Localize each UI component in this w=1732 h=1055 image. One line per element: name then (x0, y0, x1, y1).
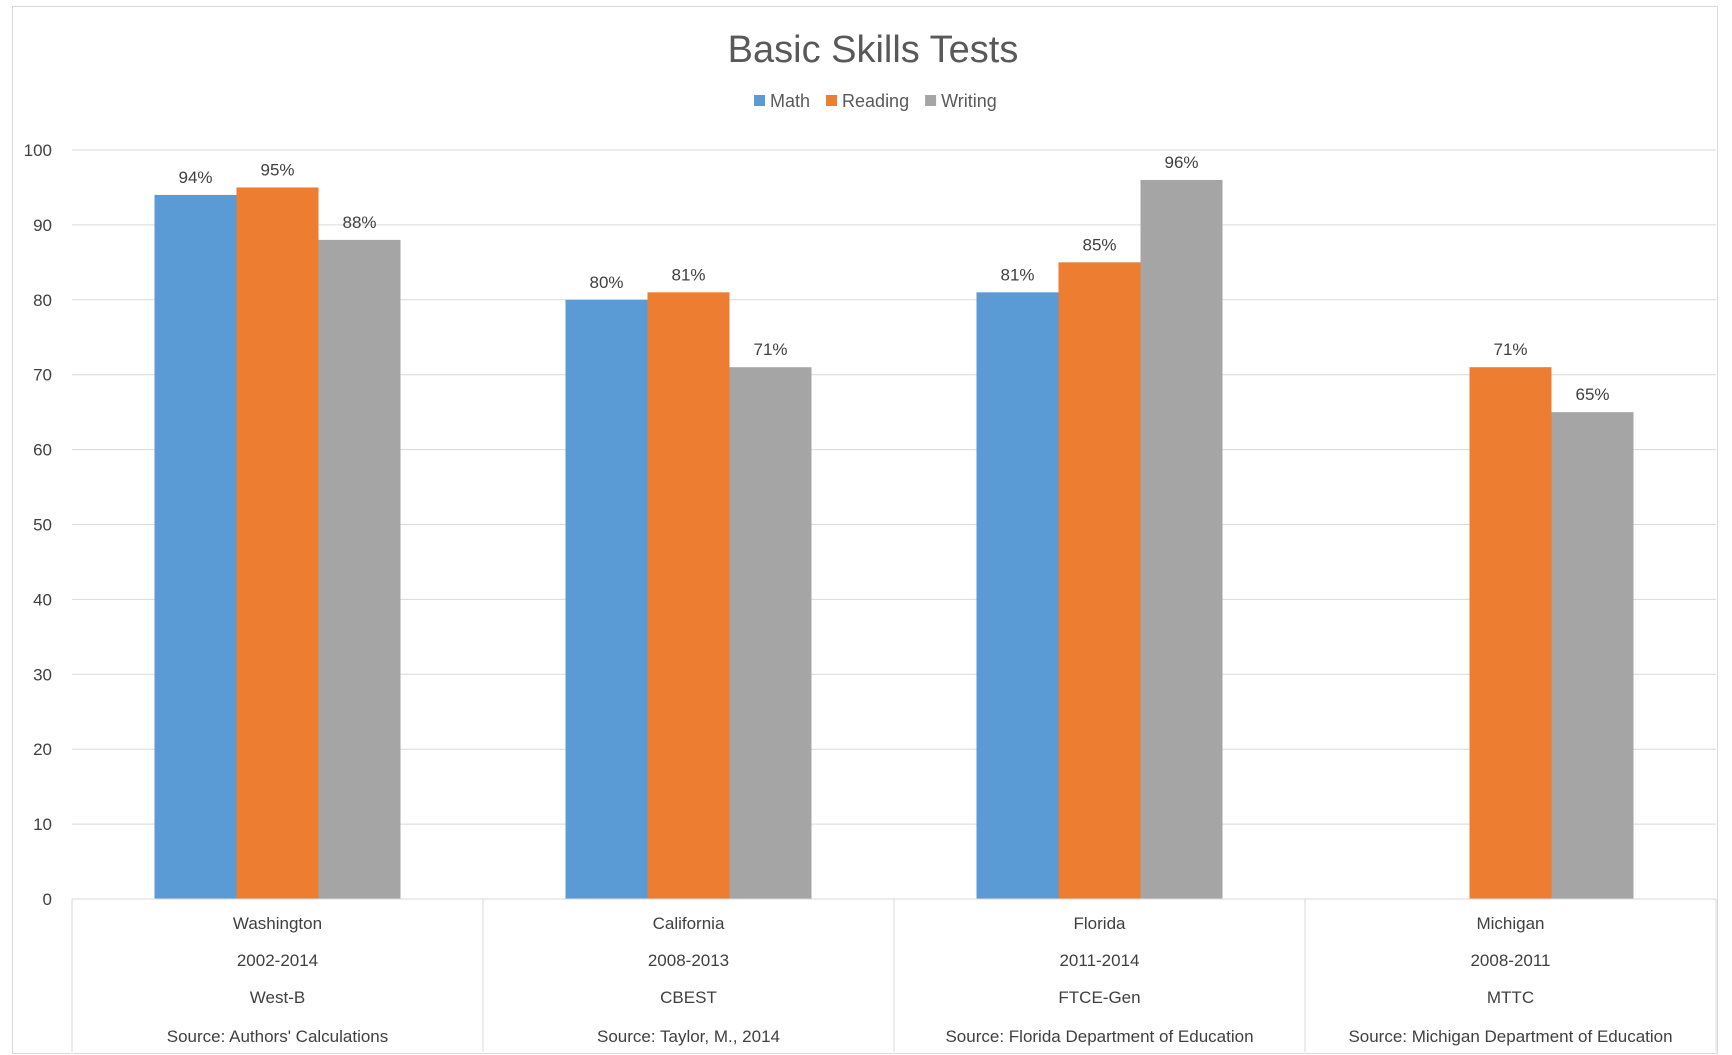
x-category-test: West-B (250, 988, 305, 1007)
y-tick-label: 40 (33, 590, 52, 609)
x-category-period: 2008-2011 (1470, 951, 1550, 970)
bar-math-washington (154, 194, 237, 899)
bar-writing-florida (1140, 179, 1223, 899)
bar-writing-california (729, 367, 812, 900)
data-label: 71% (753, 340, 787, 359)
bar-reading-michigan (1469, 367, 1552, 900)
data-label: 80% (589, 273, 623, 292)
x-category-label: California (653, 914, 725, 933)
bar-math-florida (976, 292, 1059, 899)
y-tick-label: 100 (24, 141, 52, 160)
data-label: 88% (342, 213, 376, 232)
legend-swatch-reading (826, 95, 838, 106)
x-category-source: Source: Taylor, M., 2014 (597, 1027, 780, 1046)
data-label: 65% (1575, 385, 1609, 404)
y-tick-label: 70 (33, 366, 52, 385)
x-category-source: Source: Authors' Calculations (167, 1027, 389, 1046)
bars (154, 179, 1634, 900)
bar-reading-california (647, 292, 730, 899)
y-tick-label: 10 (33, 815, 52, 834)
bar-reading-florida (1058, 262, 1141, 900)
x-category-label: Florida (1074, 914, 1127, 933)
y-axis: 0 10 20 30 40 50 60 70 80 90 100 (24, 141, 52, 909)
chart-title: Basic Skills Tests (728, 29, 1019, 71)
data-label: 85% (1082, 235, 1116, 254)
x-category-period: 2011-2014 (1059, 951, 1139, 970)
legend-label: Writing (941, 91, 997, 111)
x-category-period: 2008-2013 (648, 951, 729, 970)
data-label: 94% (178, 168, 212, 187)
data-labels: 94% 95% 88% 80% 81% 71% 81% 85% 96% 71% 65% (178, 153, 1609, 404)
x-category-period: 2002-2014 (237, 951, 318, 970)
y-tick-label: 60 (33, 441, 52, 460)
data-label: 71% (1493, 340, 1527, 359)
bar-writing-washington (318, 239, 401, 899)
x-category-source: Source: Florida Department of Education (945, 1027, 1253, 1046)
x-category-test: CBEST (660, 988, 717, 1007)
data-label: 81% (1000, 265, 1034, 284)
x-category-label: Michigan (1476, 914, 1544, 933)
bar-writing-michigan (1551, 412, 1634, 899)
y-tick-label: 50 (33, 516, 52, 535)
legend-label: Reading (842, 91, 909, 111)
legend-swatch-math (754, 95, 765, 106)
x-category-test: FTCE-Gen (1058, 988, 1140, 1007)
y-tick-label: 20 (33, 740, 52, 759)
x-axis: Washington 2002-2014 West-B Source: Authors… (71, 898, 1717, 1052)
legend-swatch-writing (925, 95, 937, 106)
x-category-test: MTTC (1487, 988, 1534, 1007)
x-category-label: Washington (233, 914, 322, 933)
y-tick-label: 30 (33, 665, 52, 684)
legend-label: Math (770, 91, 810, 111)
x-category-source: Source: Michigan Department of Education (1348, 1027, 1672, 1046)
data-label: 96% (1164, 153, 1198, 172)
legend: Math Reading Writing (754, 91, 997, 111)
data-label: 95% (260, 160, 294, 179)
y-tick-label: 90 (33, 216, 52, 235)
data-label: 81% (671, 265, 705, 284)
bar-reading-washington (236, 187, 319, 899)
y-tick-label: 80 (33, 291, 52, 310)
bar-math-california (565, 299, 648, 899)
y-tick-label: 0 (43, 890, 52, 909)
